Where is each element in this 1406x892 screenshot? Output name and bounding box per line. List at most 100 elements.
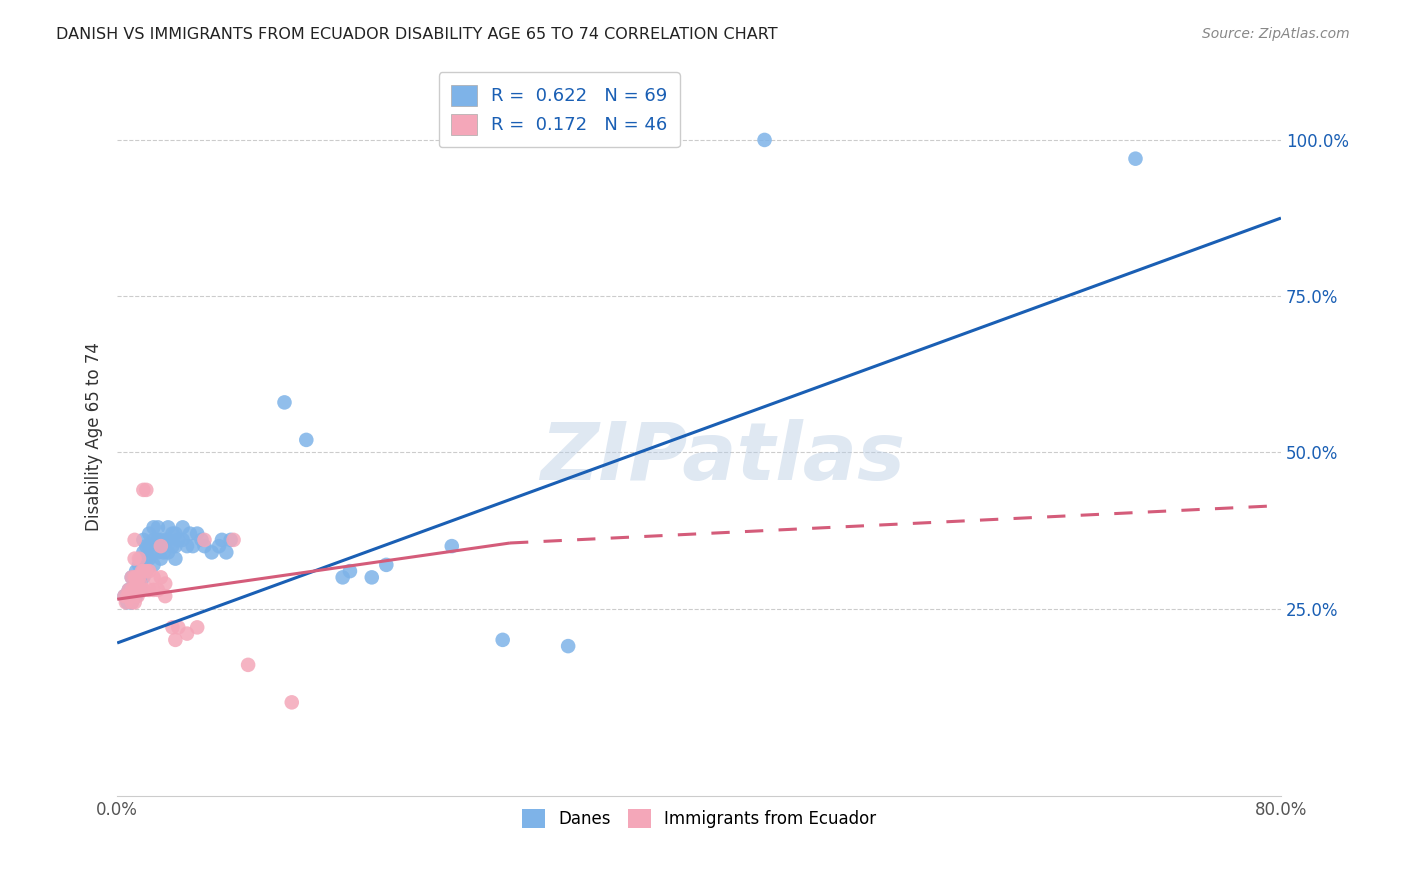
Point: [176, 539, 198, 553]
Point: [124, 533, 146, 547]
Point: [132, 545, 155, 559]
Point: [121, 595, 143, 609]
Point: [149, 539, 172, 553]
Point: [332, 570, 354, 584]
Point: [128, 558, 150, 572]
Point: [121, 570, 143, 584]
Point: [135, 564, 157, 578]
Point: [125, 564, 148, 578]
Text: DANISH VS IMMIGRANTS FROM ECUADOR DISABILITY AGE 65 TO 74 CORRELATION CHART: DANISH VS IMMIGRANTS FROM ECUADOR DISABI…: [56, 27, 778, 42]
Point: [162, 539, 184, 553]
Point: [125, 570, 148, 584]
Point: [193, 539, 215, 553]
Point: [165, 632, 187, 647]
Point: [132, 570, 155, 584]
Point: [172, 520, 194, 534]
Point: [138, 526, 160, 541]
Point: [138, 539, 160, 553]
Point: [124, 582, 146, 597]
Point: [129, 582, 152, 597]
Point: [339, 564, 361, 578]
Point: [190, 533, 212, 547]
Point: [152, 545, 174, 559]
Point: [1125, 152, 1147, 166]
Point: [165, 551, 187, 566]
Point: [162, 620, 184, 634]
Point: [295, 433, 318, 447]
Point: [222, 533, 245, 547]
Point: [176, 626, 198, 640]
Point: [149, 533, 172, 547]
Point: [149, 551, 172, 566]
Point: [157, 545, 180, 559]
Point: [117, 595, 139, 609]
Point: [142, 582, 165, 597]
Point: [146, 533, 169, 547]
Point: [124, 576, 146, 591]
Point: [128, 570, 150, 584]
Point: [128, 582, 150, 597]
Point: [138, 582, 160, 597]
Point: [122, 589, 145, 603]
Point: [120, 589, 142, 603]
Point: [236, 657, 259, 672]
Point: [208, 539, 231, 553]
Point: [146, 582, 169, 597]
Point: [273, 395, 295, 409]
Point: [135, 539, 157, 553]
Point: [201, 545, 224, 559]
Point: [153, 589, 176, 603]
Point: [118, 582, 141, 597]
Point: [132, 564, 155, 578]
Point: [121, 582, 143, 597]
Point: [135, 551, 157, 566]
Point: [138, 551, 160, 566]
Point: [167, 620, 190, 634]
Point: [219, 533, 242, 547]
Point: [129, 576, 152, 591]
Point: [360, 570, 382, 584]
Point: [492, 632, 515, 647]
Point: [186, 526, 208, 541]
Point: [132, 582, 155, 597]
Point: [149, 570, 172, 584]
Point: [135, 564, 157, 578]
Point: [153, 533, 176, 547]
Point: [125, 589, 148, 603]
Point: [172, 533, 194, 547]
Point: [167, 533, 190, 547]
Point: [142, 570, 165, 584]
Point: [124, 551, 146, 566]
Point: [114, 589, 136, 603]
Point: [142, 520, 165, 534]
Point: [153, 576, 176, 591]
Point: [132, 483, 155, 497]
Point: [135, 483, 157, 497]
Point: [215, 545, 238, 559]
Point: [117, 589, 139, 603]
Point: [129, 551, 152, 566]
Point: [165, 539, 187, 553]
Point: [131, 564, 153, 578]
Point: [132, 533, 155, 547]
Point: [132, 558, 155, 572]
Point: [375, 558, 398, 572]
Point: [157, 533, 180, 547]
Point: [211, 533, 233, 547]
Point: [440, 539, 463, 553]
Legend: Danes, Immigrants from Ecuador: Danes, Immigrants from Ecuador: [515, 802, 883, 835]
Point: [114, 589, 136, 603]
Text: ZIPatlas: ZIPatlas: [540, 419, 905, 498]
Point: [127, 576, 149, 591]
Point: [179, 526, 201, 541]
Point: [165, 526, 187, 541]
Point: [118, 582, 141, 597]
Point: [142, 545, 165, 559]
Point: [128, 551, 150, 566]
Point: [146, 545, 169, 559]
Point: [121, 570, 143, 584]
Point: [125, 576, 148, 591]
Point: [281, 695, 304, 709]
Point: [127, 589, 149, 603]
Point: [121, 582, 143, 597]
